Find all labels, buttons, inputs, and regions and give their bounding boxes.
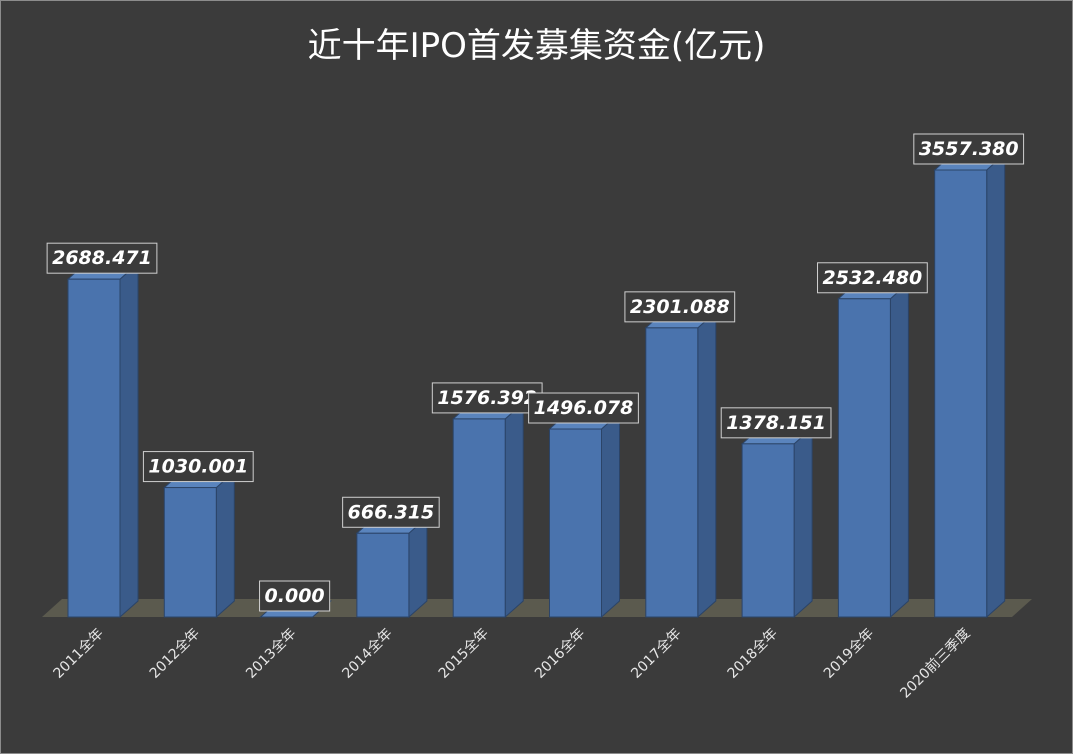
bar-front — [645, 327, 699, 618]
x-tick-label: 2019全年 — [820, 625, 877, 682]
bar-front — [934, 169, 988, 618]
x-tick-label: 2017全年 — [628, 625, 685, 682]
bar-side — [697, 310, 717, 619]
bar-side — [504, 401, 524, 619]
bar-side — [119, 262, 139, 619]
x-tick-label: 2016全年 — [531, 625, 588, 682]
bar-front — [67, 278, 121, 618]
bar-2011全年 — [66, 262, 140, 619]
data-label: 2301.088 — [624, 291, 736, 323]
x-tick-label: 2020前三季度 — [897, 625, 974, 702]
bar-front — [741, 443, 795, 618]
data-label-box — [46, 242, 158, 274]
x-tick-label: 2018全年 — [724, 625, 781, 682]
x-tick-label: 2011全年 — [50, 625, 107, 682]
bar-2014全年 — [355, 516, 429, 619]
data-label-text: 1378.151 — [726, 412, 826, 434]
x-tick-label: 2013全年 — [242, 625, 299, 682]
data-label-text: 1030.001 — [148, 456, 248, 478]
bar-2020前三季度 — [933, 152, 1007, 619]
data-label: 1576.392 — [431, 382, 543, 414]
data-label: 2688.471 — [46, 242, 158, 274]
data-label-box — [913, 133, 1025, 165]
bar-side — [793, 426, 813, 619]
data-label-box — [817, 262, 928, 294]
data-label: 0.000 — [259, 580, 331, 612]
data-label-box — [720, 407, 832, 439]
bar-2016全年 — [548, 411, 621, 619]
data-label: 666.315 — [342, 496, 440, 528]
bar-2015全年 — [451, 401, 525, 619]
data-label: 1378.151 — [720, 407, 832, 439]
bar-front — [356, 532, 410, 618]
data-label: 1496.078 — [528, 392, 639, 424]
data-label-box — [142, 451, 254, 483]
data-label-text: 2688.471 — [52, 247, 152, 269]
bar-front — [452, 418, 506, 618]
data-label-text: 0.000 — [265, 585, 325, 607]
data-label: 1030.001 — [142, 451, 254, 483]
bar-2012全年 — [162, 470, 236, 619]
bar-side — [215, 470, 235, 619]
data-label-box — [528, 392, 639, 424]
bar-2018全年 — [740, 426, 814, 619]
bar-2019全年 — [837, 281, 910, 619]
bar-front — [163, 487, 217, 618]
bar-side — [601, 411, 620, 619]
bar-side — [986, 152, 1006, 619]
data-label-text: 666.315 — [348, 501, 435, 523]
data-label-text: 2301.088 — [630, 296, 730, 318]
data-label: 3557.380 — [913, 133, 1025, 165]
data-label-text: 1576.392 — [437, 387, 537, 409]
data-label-text: 3557.380 — [919, 138, 1019, 160]
x-tick-label: 2012全年 — [146, 625, 203, 682]
bar-side — [889, 281, 909, 619]
bar-front — [549, 428, 602, 618]
data-label-box — [624, 291, 736, 323]
x-tick-label: 2014全年 — [339, 625, 396, 682]
bar-2017全年 — [644, 310, 718, 619]
bar-side — [408, 516, 428, 619]
data-label: 2532.480 — [817, 262, 928, 294]
data-label-text: 2532.480 — [823, 267, 923, 289]
data-label-text: 1496.078 — [534, 397, 634, 419]
bar-front — [837, 298, 891, 618]
data-label-box — [342, 496, 440, 528]
data-label-box — [259, 580, 331, 612]
x-tick-label: 2015全年 — [435, 625, 492, 682]
chart-title: 近十年IPO首发募集资金(亿元) — [307, 26, 766, 66]
